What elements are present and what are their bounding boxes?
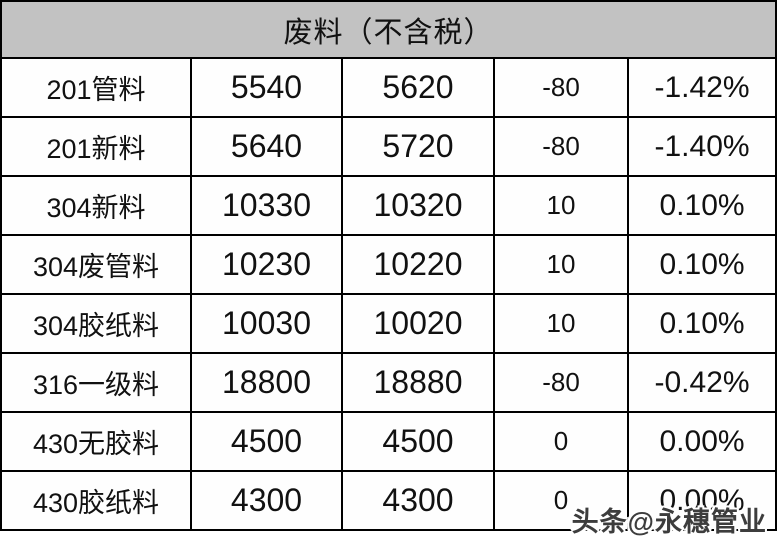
price-prev-cell: 10020: [341, 293, 495, 354]
material-cell: 304胶纸料: [0, 293, 192, 354]
change-cell: 10: [493, 293, 629, 354]
table-title: 废料（不含税）: [0, 0, 777, 59]
price-prev-cell: 10320: [341, 175, 495, 236]
material-cell: 201新料: [0, 116, 192, 177]
price-today-cell: 4300: [190, 470, 343, 531]
change-cell: 10: [493, 175, 629, 236]
price-prev-cell: 4300: [341, 470, 495, 531]
table-row: 316一级料 18800 18880 -80 -0.42%: [0, 352, 777, 413]
table-row: 201新料 5640 5720 -80 -1.40%: [0, 116, 777, 177]
price-today-cell: 4500: [190, 411, 343, 472]
price-today-cell: 10330: [190, 175, 343, 236]
price-today-cell: 10030: [190, 293, 343, 354]
table-row: 430无胶料 4500 4500 0 0.00%: [0, 411, 777, 472]
price-today-cell: 5640: [190, 116, 343, 177]
scrap-price-table: 废料（不含税） 201管料 5540 5620 -80 -1.42% 201新料…: [0, 0, 777, 531]
price-prev-cell: 5620: [341, 57, 495, 118]
price-prev-cell: 4500: [341, 411, 495, 472]
percent-cell: -1.42%: [626, 57, 777, 118]
price-today-cell: 10230: [190, 234, 343, 295]
percent-cell: 0.10%: [626, 293, 777, 354]
change-cell: -80: [493, 352, 629, 413]
material-cell: 304新料: [0, 175, 192, 236]
percent-cell: 0.00%: [626, 470, 777, 531]
percent-cell: -1.40%: [626, 116, 777, 177]
table-row: 304废管料 10230 10220 10 0.10%: [0, 234, 777, 295]
table-row: 304胶纸料 10030 10020 10 0.10%: [0, 293, 777, 354]
price-today-cell: 18800: [190, 352, 343, 413]
material-cell: 430胶纸料: [0, 470, 192, 531]
change-cell: 10: [493, 234, 629, 295]
material-cell: 201管料: [0, 57, 192, 118]
price-today-cell: 5540: [190, 57, 343, 118]
change-cell: 0: [493, 470, 629, 531]
table-row: 201管料 5540 5620 -80 -1.42%: [0, 57, 777, 118]
material-cell: 430无胶料: [0, 411, 192, 472]
material-cell: 316一级料: [0, 352, 192, 413]
price-prev-cell: 18880: [341, 352, 495, 413]
change-cell: -80: [493, 57, 629, 118]
table-row: 304新料 10330 10320 10 0.10%: [0, 175, 777, 236]
table-row: 430胶纸料 4300 4300 0 0.00%: [0, 470, 777, 531]
percent-cell: 0.00%: [626, 411, 777, 472]
change-cell: -80: [493, 116, 629, 177]
price-prev-cell: 10220: [341, 234, 495, 295]
price-prev-cell: 5720: [341, 116, 495, 177]
change-cell: 0: [493, 411, 629, 472]
table-title-row: 废料（不含税）: [0, 0, 777, 59]
percent-cell: -0.42%: [626, 352, 777, 413]
percent-cell: 0.10%: [626, 234, 777, 295]
percent-cell: 0.10%: [626, 175, 777, 236]
material-cell: 304废管料: [0, 234, 192, 295]
